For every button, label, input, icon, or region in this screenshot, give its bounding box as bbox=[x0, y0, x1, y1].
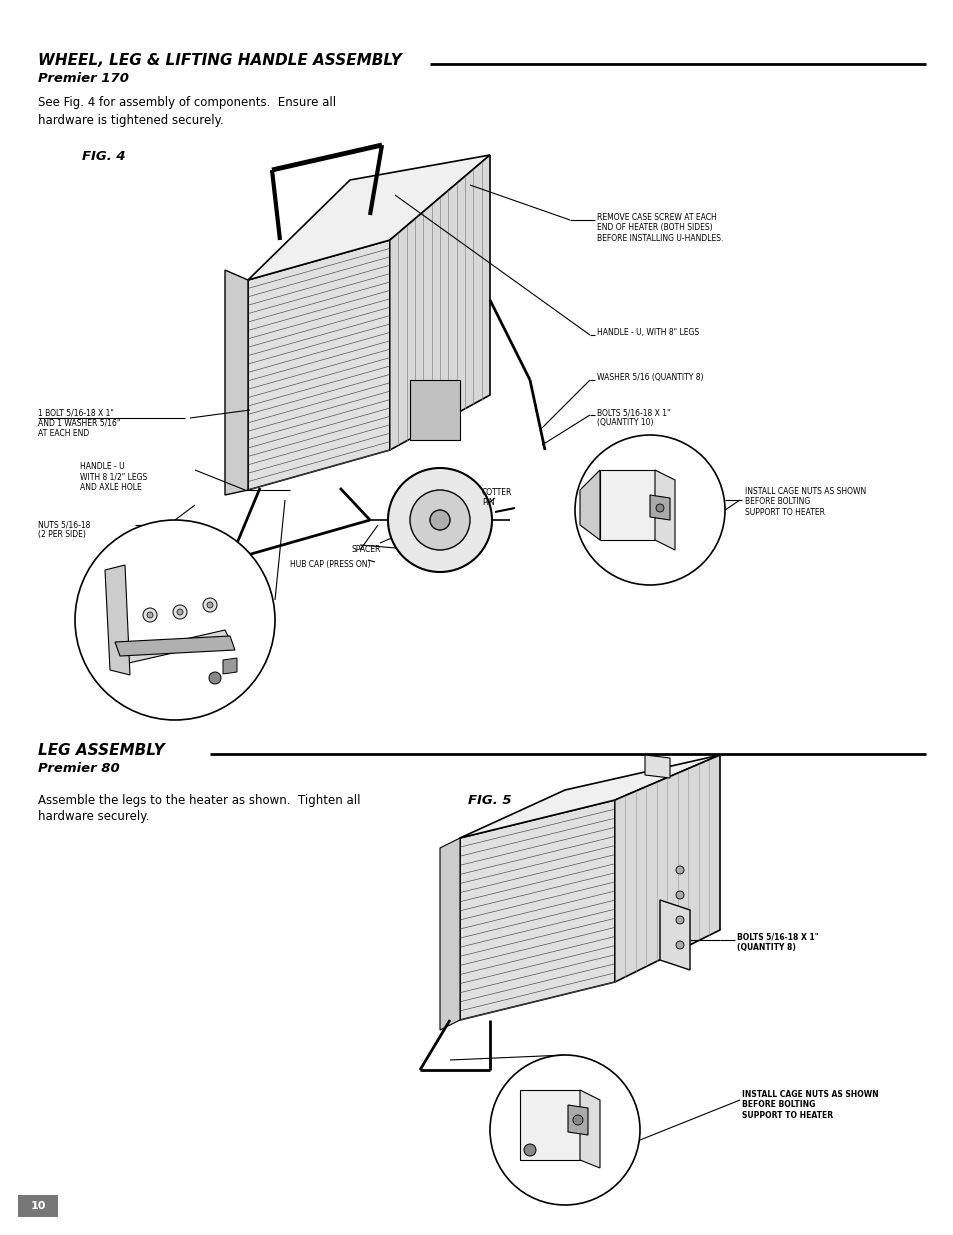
Text: FIG. 4: FIG. 4 bbox=[82, 149, 126, 163]
Polygon shape bbox=[225, 270, 248, 495]
Text: HANDLE - U, WITH 8" LEGS: HANDLE - U, WITH 8" LEGS bbox=[597, 329, 699, 337]
Polygon shape bbox=[115, 630, 230, 664]
Polygon shape bbox=[439, 839, 459, 1030]
Polygon shape bbox=[615, 755, 720, 982]
Polygon shape bbox=[248, 156, 490, 280]
Circle shape bbox=[410, 490, 470, 550]
Circle shape bbox=[209, 672, 221, 684]
Circle shape bbox=[490, 1055, 639, 1205]
Polygon shape bbox=[659, 900, 689, 969]
Text: HUB CAP (PRESS ON): HUB CAP (PRESS ON) bbox=[290, 559, 370, 569]
Text: HANDLE - U
WITH 8 1/2" LEGS
AND AXLE HOLE: HANDLE - U WITH 8 1/2" LEGS AND AXLE HOL… bbox=[80, 462, 147, 492]
Text: LEG ASSEMBLY: LEG ASSEMBLY bbox=[38, 743, 165, 758]
Text: REMOVE CASE SCREW AT EACH
END OF HEATER (BOTH SIDES)
BEFORE INSTALLING U-HANDLES: REMOVE CASE SCREW AT EACH END OF HEATER … bbox=[597, 212, 722, 243]
Circle shape bbox=[172, 605, 187, 619]
Circle shape bbox=[147, 613, 152, 618]
Circle shape bbox=[203, 598, 216, 613]
Text: NUTS 5/16-18
(2 PER SIDE): NUTS 5/16-18 (2 PER SIDE) bbox=[38, 520, 91, 540]
Circle shape bbox=[143, 608, 157, 622]
Polygon shape bbox=[459, 755, 720, 839]
Circle shape bbox=[676, 941, 683, 948]
Text: WHEEL, LEG & LIFTING HANDLE ASSEMBLY: WHEEL, LEG & LIFTING HANDLE ASSEMBLY bbox=[38, 53, 401, 68]
Polygon shape bbox=[410, 380, 459, 440]
Circle shape bbox=[676, 916, 683, 924]
Polygon shape bbox=[223, 658, 236, 674]
Circle shape bbox=[388, 468, 492, 572]
Text: INSTALL CAGE NUTS AS SHOWN
BEFORE BOLTING
SUPPORT TO HEATER: INSTALL CAGE NUTS AS SHOWN BEFORE BOLTIN… bbox=[744, 487, 865, 516]
Circle shape bbox=[207, 601, 213, 608]
Polygon shape bbox=[649, 495, 669, 520]
Text: BOLTS 5/16-18 X 1"
(QUANTITY 8): BOLTS 5/16-18 X 1" (QUANTITY 8) bbox=[737, 932, 818, 952]
Text: BOLTS 5/16-18 X 1"
(QUANTITY 10): BOLTS 5/16-18 X 1" (QUANTITY 10) bbox=[597, 408, 670, 427]
Circle shape bbox=[177, 609, 183, 615]
Polygon shape bbox=[459, 800, 615, 1020]
Circle shape bbox=[575, 435, 724, 585]
Circle shape bbox=[573, 1115, 582, 1125]
Polygon shape bbox=[567, 1105, 587, 1135]
Text: See Fig. 4 for assembly of components.  Ensure all
hardware is tightened securel: See Fig. 4 for assembly of components. E… bbox=[38, 96, 335, 127]
Polygon shape bbox=[644, 755, 669, 778]
Circle shape bbox=[75, 520, 274, 720]
Polygon shape bbox=[655, 471, 675, 550]
Text: hardware securely.: hardware securely. bbox=[38, 810, 150, 823]
Polygon shape bbox=[579, 1091, 599, 1168]
Circle shape bbox=[523, 1144, 536, 1156]
Polygon shape bbox=[390, 156, 490, 450]
Text: SPACER: SPACER bbox=[352, 545, 381, 555]
Text: INSTALL CAGE NUTS AS SHOWN
BEFORE BOLTING
SUPPORT TO HEATER: INSTALL CAGE NUTS AS SHOWN BEFORE BOLTIN… bbox=[741, 1091, 878, 1120]
Circle shape bbox=[430, 510, 450, 530]
Circle shape bbox=[676, 866, 683, 874]
Circle shape bbox=[656, 504, 663, 513]
Text: WASHER 5/16 (QUANTITY 8): WASHER 5/16 (QUANTITY 8) bbox=[597, 373, 702, 382]
Text: 1 BOLT 5/16-18 X 1"
AND 1 WASHER 5/16"
AT EACH END: 1 BOLT 5/16-18 X 1" AND 1 WASHER 5/16" A… bbox=[38, 408, 120, 437]
Text: COTTER
PIN: COTTER PIN bbox=[481, 488, 512, 508]
Polygon shape bbox=[248, 240, 390, 490]
Text: Assemble the legs to the heater as shown.  Tighten all: Assemble the legs to the heater as shown… bbox=[38, 794, 360, 806]
Circle shape bbox=[676, 890, 683, 899]
Text: 10: 10 bbox=[30, 1200, 46, 1212]
Polygon shape bbox=[105, 564, 130, 676]
Polygon shape bbox=[519, 1091, 579, 1160]
Polygon shape bbox=[115, 636, 234, 656]
Text: Premier 170: Premier 170 bbox=[38, 72, 129, 85]
Polygon shape bbox=[599, 471, 655, 540]
Text: FIG. 5: FIG. 5 bbox=[468, 794, 511, 806]
FancyBboxPatch shape bbox=[18, 1195, 58, 1216]
Polygon shape bbox=[579, 471, 599, 540]
Text: Premier 80: Premier 80 bbox=[38, 762, 120, 776]
